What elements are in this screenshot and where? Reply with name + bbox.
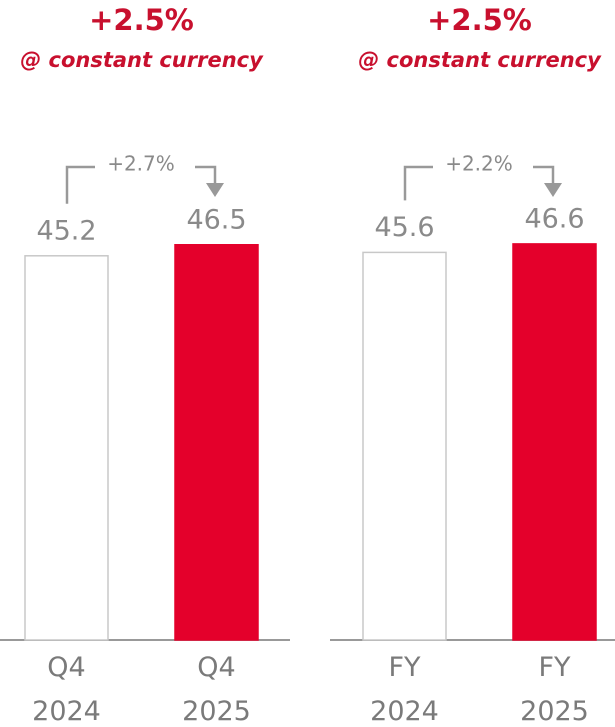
value-label: 45.2 (36, 215, 96, 246)
category-label: FY 2025 (520, 652, 589, 727)
category-label: FY 2024 (370, 652, 439, 727)
category-label: Q4 2025 (182, 652, 251, 727)
bar (512, 243, 597, 641)
change-label: +2.2% (445, 152, 513, 176)
change-label: +2.7% (107, 152, 175, 176)
category-label: Q4 2024 (32, 652, 101, 727)
bracket (65, 165, 217, 204)
bar (174, 244, 259, 641)
value-label: 46.6 (524, 203, 584, 234)
title: +2.5% (427, 3, 532, 37)
bracket (403, 165, 555, 201)
arrow-head (544, 183, 562, 197)
subtitle: @ constant currency (20, 48, 264, 72)
value-label: 45.6 (374, 212, 434, 243)
bar (362, 251, 447, 641)
arrow-head (206, 183, 224, 197)
title: +2.5% (89, 3, 194, 37)
value-label: 46.5 (186, 204, 246, 235)
subtitle: @ constant currency (358, 48, 602, 72)
bar (24, 255, 109, 641)
